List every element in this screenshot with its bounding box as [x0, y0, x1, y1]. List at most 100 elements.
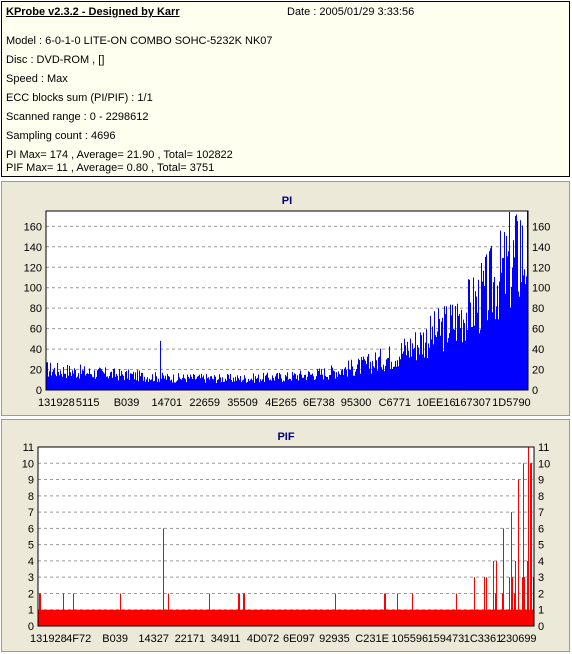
bar [236, 609, 237, 626]
bar [429, 347, 430, 390]
bar [418, 609, 419, 626]
x-tick-label: 167307 [454, 397, 491, 409]
bar [137, 609, 138, 626]
bar [422, 609, 423, 626]
bar [75, 609, 76, 626]
bar [311, 374, 312, 390]
bar [238, 378, 239, 390]
bar [366, 609, 367, 626]
bar [516, 609, 517, 626]
bar [91, 609, 92, 626]
bar [306, 380, 307, 390]
bar [519, 296, 520, 390]
bar [107, 609, 108, 626]
bar [129, 609, 130, 626]
bar [143, 609, 144, 626]
bar [224, 381, 225, 390]
bar [124, 380, 125, 390]
bar [332, 367, 333, 390]
bar [70, 372, 71, 390]
bar [507, 609, 508, 626]
bar [253, 609, 254, 626]
bar [467, 609, 468, 626]
bar [284, 609, 285, 626]
bar [445, 609, 446, 626]
bar [509, 577, 510, 626]
bar [182, 609, 183, 626]
bar [252, 380, 253, 390]
bar [253, 373, 254, 390]
bar [204, 609, 205, 626]
bar [362, 609, 363, 626]
bar [518, 479, 519, 626]
bar [335, 593, 336, 626]
x-tick-label: 1C3361 [464, 633, 503, 645]
bar [203, 375, 204, 390]
bar [55, 374, 56, 390]
bar [157, 381, 158, 390]
bar [101, 609, 102, 626]
bar [79, 609, 80, 626]
y-tick-label-right: 5 [538, 540, 544, 552]
bar [457, 609, 458, 626]
bar [401, 609, 402, 626]
bar [85, 609, 86, 626]
bar [461, 309, 462, 390]
bar [469, 609, 470, 626]
bar [141, 609, 142, 626]
x-tick-label: 105596 [391, 633, 428, 645]
bar [431, 339, 432, 390]
bar [514, 593, 515, 626]
bar [72, 370, 73, 390]
bar [312, 609, 313, 626]
bar [167, 373, 168, 390]
bar [340, 374, 341, 390]
x-tick-label: 4E265 [265, 397, 297, 409]
bar [248, 609, 249, 626]
bar [100, 368, 101, 390]
bar [241, 609, 242, 626]
bar [323, 609, 324, 626]
bar [505, 609, 506, 626]
bar [88, 374, 89, 390]
bar [279, 372, 280, 390]
bar [478, 609, 479, 626]
bar [514, 257, 515, 390]
bar [215, 376, 216, 390]
bar [218, 379, 219, 390]
bar [188, 609, 189, 626]
bar [360, 373, 361, 390]
bar [519, 609, 520, 626]
bar [413, 609, 414, 626]
bar [87, 609, 88, 626]
bar [159, 609, 160, 626]
bar [242, 380, 243, 390]
bar [448, 609, 449, 626]
bar [51, 375, 52, 390]
bar [305, 609, 306, 626]
bar [157, 609, 158, 626]
bar [149, 378, 150, 390]
bar [381, 609, 382, 626]
bar [207, 378, 208, 390]
bar [114, 368, 115, 390]
bar [271, 380, 272, 390]
bar [276, 373, 277, 390]
bar [276, 609, 277, 626]
bar [78, 609, 79, 626]
bar [403, 609, 404, 626]
bar [89, 368, 90, 390]
bar [213, 609, 214, 626]
bar [182, 378, 183, 390]
bar [384, 371, 385, 390]
bar [152, 374, 153, 390]
bar [114, 609, 115, 626]
bar [244, 375, 245, 390]
bar [479, 333, 480, 390]
bar [528, 447, 529, 626]
bar [376, 609, 377, 626]
y-tick-label-right: 11 [538, 442, 549, 454]
y-tick-label-right: 8 [538, 491, 544, 503]
bar [391, 361, 392, 390]
y-tick-label: 5 [28, 540, 34, 552]
